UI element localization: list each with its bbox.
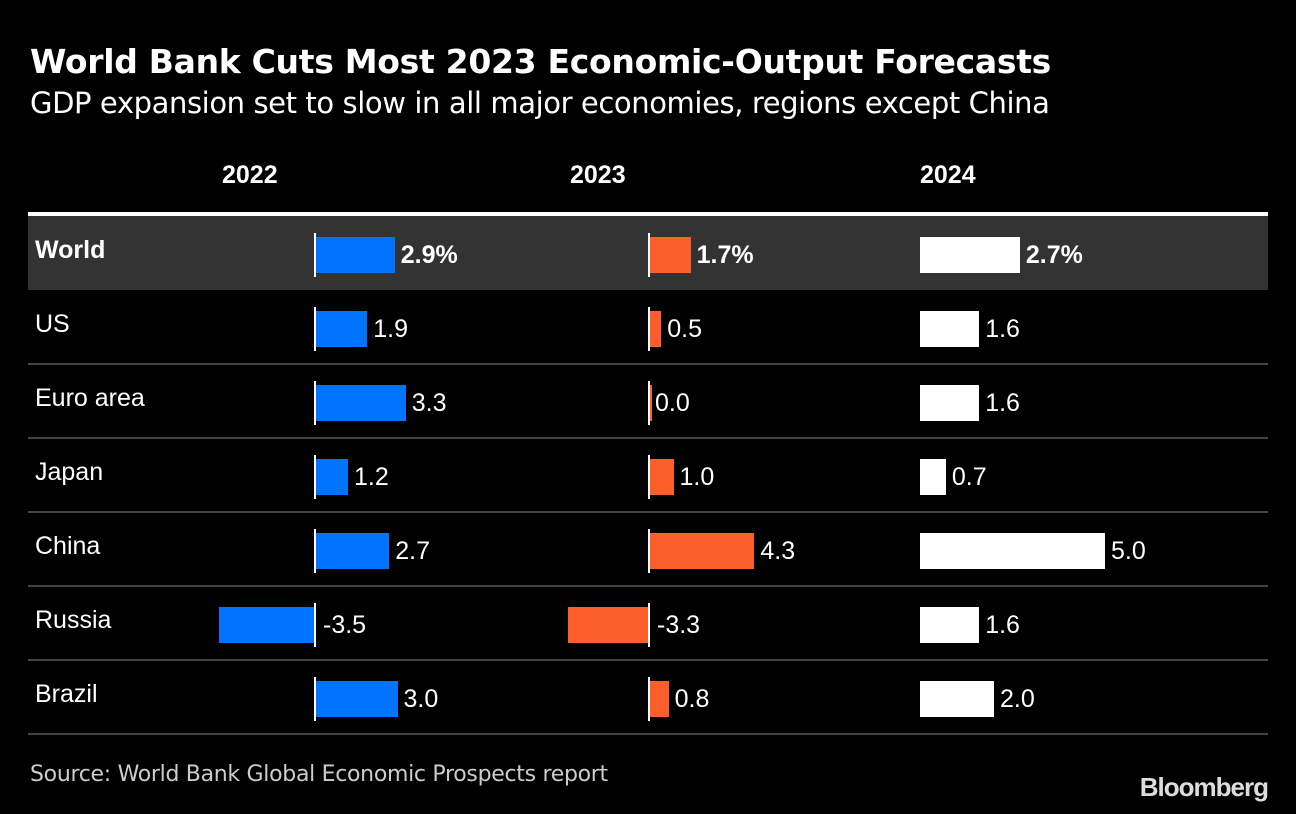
value-label-2024-russia: 1.6 bbox=[985, 611, 1020, 639]
bar-2023-china bbox=[649, 533, 755, 569]
row-label-china: China bbox=[35, 532, 101, 560]
value-label-2022-russia: -3.5 bbox=[323, 611, 367, 639]
zero-line-2022 bbox=[314, 455, 316, 499]
value-label-2023-japan: 1.0 bbox=[679, 463, 715, 491]
value-label-2023-russia: -3.3 bbox=[657, 611, 701, 639]
column-header-2023: 2023 bbox=[570, 161, 626, 189]
bar-2024-world bbox=[920, 237, 1020, 273]
zero-line-2023 bbox=[648, 529, 650, 573]
value-label-2023-brazil: 0.8 bbox=[674, 685, 710, 713]
zero-line-2023 bbox=[648, 381, 650, 425]
value-label-2023-us: 0.5 bbox=[667, 315, 703, 343]
chart-subtitle: GDP expansion set to slow in all major e… bbox=[30, 86, 1050, 120]
value-label-2022-china: 2.7 bbox=[395, 537, 431, 565]
bar-2022-world bbox=[315, 237, 395, 273]
value-label-2022-world: 2.9% bbox=[400, 241, 458, 269]
bar-2023-brazil bbox=[649, 681, 669, 717]
row-label-world: World bbox=[35, 236, 106, 264]
value-label-2024-china: 5.0 bbox=[1111, 537, 1146, 565]
bar-2024-china bbox=[920, 533, 1105, 569]
bar-2022-russia bbox=[218, 607, 315, 643]
value-label-2024-world: 2.7% bbox=[1025, 241, 1083, 269]
value-label-2023-china: 4.3 bbox=[760, 537, 796, 565]
bar-2023-us bbox=[649, 311, 662, 347]
bar-2023-world bbox=[649, 237, 691, 273]
row-label-us: US bbox=[35, 310, 70, 338]
value-label-2022-euro-area: 3.3 bbox=[411, 389, 447, 417]
zero-line-2022 bbox=[314, 529, 316, 573]
value-label-2022-us: 1.9 bbox=[373, 315, 409, 343]
bar-2024-russia bbox=[920, 607, 980, 643]
bar-2024-japan bbox=[920, 459, 946, 495]
row-label-japan: Japan bbox=[35, 458, 104, 486]
row-label-russia: Russia bbox=[35, 606, 112, 634]
zero-line-2023 bbox=[648, 455, 650, 499]
bar-2022-brazil bbox=[315, 681, 398, 717]
source-note: Source: World Bank Global Economic Prosp… bbox=[30, 762, 608, 787]
zero-line-2023 bbox=[648, 603, 650, 647]
value-label-2022-brazil: 3.0 bbox=[403, 685, 439, 713]
bar-2022-us bbox=[315, 311, 368, 347]
zero-line-2022 bbox=[314, 233, 316, 277]
row-divider bbox=[28, 437, 1268, 439]
row-divider bbox=[28, 511, 1268, 513]
row-divider bbox=[28, 659, 1268, 661]
row-divider bbox=[28, 733, 1268, 735]
bar-2024-us bbox=[920, 311, 980, 347]
row-label-euro-area: Euro area bbox=[35, 384, 145, 412]
bar-2023-russia bbox=[568, 607, 649, 643]
zero-line-2023 bbox=[648, 307, 650, 351]
zero-line-2023 bbox=[648, 233, 650, 277]
value-label-2024-japan: 0.7 bbox=[951, 463, 987, 491]
row-label-brazil: Brazil bbox=[35, 680, 98, 708]
column-header-2022: 2022 bbox=[222, 161, 278, 189]
value-label-2024-brazil: 2.0 bbox=[1000, 685, 1035, 713]
zero-line-2022 bbox=[314, 677, 316, 721]
bar-2024-brazil bbox=[920, 681, 994, 717]
column-header-2024: 2024 bbox=[920, 161, 976, 189]
value-label-2023-world: 1.7% bbox=[696, 241, 754, 269]
bar-2022-china bbox=[315, 533, 390, 569]
value-label-2024-euro-area: 1.6 bbox=[985, 389, 1020, 417]
zero-line-2022 bbox=[314, 307, 316, 351]
value-label-2024-us: 1.6 bbox=[985, 315, 1020, 343]
row-divider bbox=[28, 363, 1268, 365]
value-label-2023-euro-area: 0.0 bbox=[655, 389, 690, 417]
row-divider bbox=[28, 585, 1268, 587]
header-rule bbox=[28, 212, 1268, 216]
zero-line-2023 bbox=[648, 677, 650, 721]
chart-title: World Bank Cuts Most 2023 Economic-Outpu… bbox=[30, 42, 1052, 81]
bar-2022-japan bbox=[315, 459, 348, 495]
bar-2022-euro-area bbox=[315, 385, 406, 421]
zero-line-2022 bbox=[314, 603, 316, 647]
bar-2023-euro-area bbox=[649, 385, 652, 421]
bar-2024-euro-area bbox=[920, 385, 980, 421]
bar-2023-japan bbox=[649, 459, 674, 495]
zero-line-2022 bbox=[314, 381, 316, 425]
bloomberg-logo: Bloomberg bbox=[1139, 772, 1269, 802]
value-label-2022-japan: 1.2 bbox=[354, 463, 389, 491]
